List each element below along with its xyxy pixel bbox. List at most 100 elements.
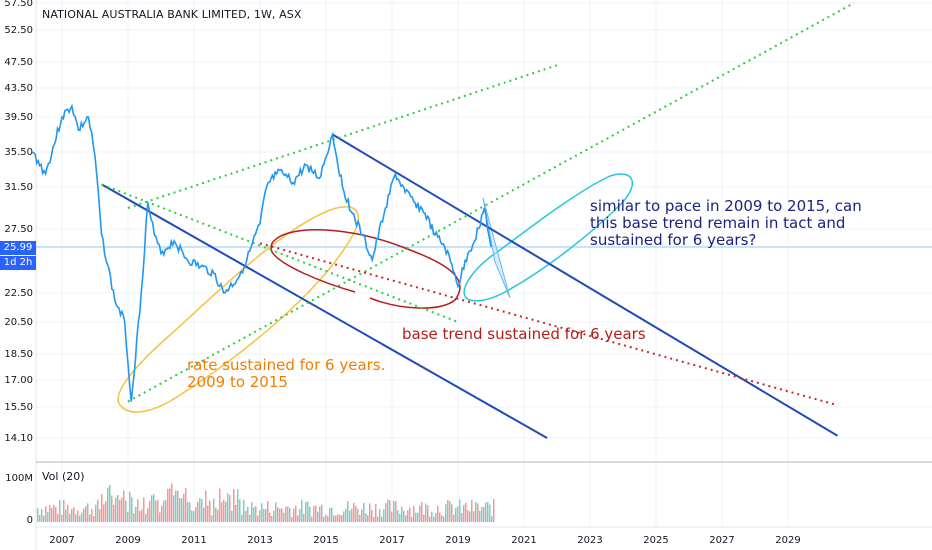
volume-bar: [491, 516, 493, 522]
volume-bar: [249, 514, 251, 522]
y-tick-label: 43.50: [4, 83, 33, 94]
volume-bar: [397, 510, 399, 522]
volume-bar: [265, 509, 267, 522]
volume-bar: [161, 505, 163, 522]
y-tick-label: 35.50: [4, 147, 33, 158]
volume-bar: [253, 507, 255, 522]
volume-bar: [301, 499, 303, 522]
volume-bar: [493, 499, 495, 522]
volume-bar: [187, 501, 189, 522]
volume-bar: [151, 495, 153, 522]
volume-bar: [103, 504, 105, 522]
volume-bar: [417, 512, 419, 522]
volume-bar: [441, 515, 443, 522]
volume-bar: [483, 506, 485, 522]
volume-bar: [209, 500, 211, 522]
volume-bar: [289, 508, 291, 522]
volume-bar: [211, 515, 213, 522]
time-axis: 2007 2009 2011 2013 2015 2017 2019 2021 2023 2025…: [49, 535, 800, 546]
volume-bar: [197, 501, 199, 522]
volume-bar: [387, 499, 389, 522]
volume-bar: [107, 487, 109, 522]
volume-bar: [125, 500, 127, 522]
volume-bar: [231, 510, 233, 522]
volume-axis: 100M 0: [5, 473, 33, 526]
volume-bar: [141, 509, 143, 522]
volume-bar: [381, 516, 383, 522]
chart-title: NATIONAL AUSTRALIA BANK LIMITED, 1W, ASX: [42, 8, 302, 21]
volume-bar: [383, 509, 385, 522]
volume-bar: [471, 499, 473, 522]
volume-bar: [461, 512, 463, 522]
volume-bar: [313, 505, 315, 522]
blue-annotation[interactable]: similar to pace in 2009 to 2015, can thi…: [590, 197, 862, 249]
volume-bar: [37, 508, 39, 522]
volume-bar: [77, 510, 79, 522]
volume-bar: [281, 508, 283, 522]
volume-bar: [403, 510, 405, 522]
volume-bar: [219, 488, 221, 522]
volume-bar: [191, 510, 193, 522]
volume-bar: [423, 514, 425, 522]
volume-bar: [439, 512, 441, 522]
volume-bar: [415, 512, 417, 522]
volume-bar: [315, 505, 317, 522]
orange-annotation[interactable]: rate sustained for 6 years. 2009 to 2015: [187, 357, 385, 391]
volume-bar: [221, 502, 223, 522]
volume-bar: [421, 501, 423, 522]
volume-bar: [263, 508, 265, 522]
volume-bar: [39, 514, 41, 522]
volume-bar: [447, 499, 449, 522]
y-tick-label: 17.00: [4, 375, 33, 386]
volume-bar: [115, 497, 117, 522]
volume-bar: [269, 512, 271, 522]
orange-annotation-line-1: rate sustained for 6 years.: [187, 356, 386, 374]
volume-bar: [379, 509, 381, 522]
vol-tick-label: 100M: [5, 473, 33, 484]
volume-bar: [395, 501, 397, 522]
volume-bar: [189, 502, 191, 522]
volume-bar: [155, 500, 157, 522]
volume-bar: [91, 508, 93, 522]
red-annotation[interactable]: base trend sustained for 6 years: [402, 325, 646, 343]
volume-bar: [185, 488, 187, 522]
volume-bar: [311, 516, 313, 522]
volume-bar: [335, 515, 337, 522]
x-tick-label: 2023: [577, 535, 602, 546]
volume-bar: [173, 495, 175, 522]
volume-bar: [283, 512, 285, 522]
volume-bar: [215, 507, 217, 522]
volume-bar: [67, 504, 69, 522]
y-tick-label: 15.50: [4, 402, 33, 413]
volume-bar: [157, 499, 159, 522]
volume-bar: [437, 506, 439, 522]
volume-bar: [273, 510, 275, 522]
volume-bars: [37, 483, 495, 522]
volume-bar: [459, 499, 461, 522]
volume-bar: [235, 504, 237, 522]
volume-bar: [233, 489, 235, 522]
volume-bar: [147, 508, 149, 522]
volume-bar: [435, 512, 437, 522]
volume-bar: [363, 502, 365, 522]
volume-bar: [97, 499, 99, 522]
volume-bar: [217, 509, 219, 522]
volume-bar: [293, 508, 295, 522]
volume-indicator-label[interactable]: Vol (20): [42, 470, 85, 483]
volume-bar: [105, 501, 107, 522]
volume-bar: [255, 506, 257, 522]
volume-bar: [117, 494, 119, 522]
volume-bar: [489, 504, 491, 522]
volume-bar: [223, 499, 225, 522]
y-tick-label: 47.50: [4, 57, 33, 68]
volume-bar: [309, 506, 311, 522]
volume-bar: [339, 514, 341, 522]
volume-bar: [337, 514, 339, 522]
volume-bar: [349, 510, 351, 522]
volume-bar: [85, 506, 87, 522]
volume-bar: [295, 505, 297, 522]
volume-bar: [51, 508, 53, 522]
volume-bar: [199, 498, 201, 522]
volume-bar: [59, 500, 61, 522]
